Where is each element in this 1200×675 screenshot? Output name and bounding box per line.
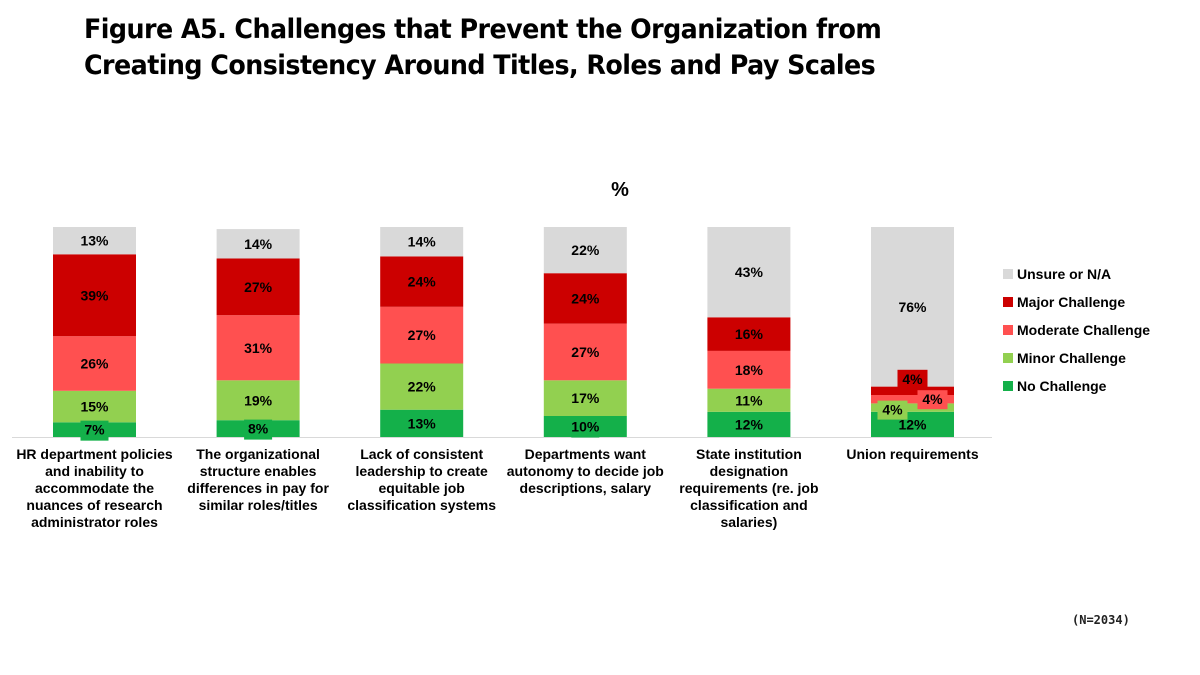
category-label: Departments want autonomy to decide job … xyxy=(506,446,664,496)
bar-group-5 xyxy=(707,227,791,437)
category-label: Lack of consistent leadership to create … xyxy=(347,446,496,513)
data-label: 76% xyxy=(898,299,927,315)
data-label: 19% xyxy=(244,392,273,408)
bar-segment-unsure-or-n-a xyxy=(53,227,136,255)
bar-segment-minor-challenge xyxy=(871,403,954,412)
data-label: 22% xyxy=(571,242,600,258)
data-label: 8% xyxy=(248,421,269,437)
chart-title-line-2: Creating Consistency Around Titles, Role… xyxy=(84,50,876,81)
data-label: 24% xyxy=(408,274,437,290)
data-label: 27% xyxy=(244,279,273,295)
data-label: 26% xyxy=(80,356,109,372)
bar-segment-major-challenge xyxy=(53,254,136,337)
bar-segment-major-challenge xyxy=(543,273,627,324)
bar-segment-moderate-challenge xyxy=(53,336,136,391)
data-label-background xyxy=(244,419,273,440)
bar-segment-major-challenge xyxy=(380,256,464,307)
bar-segment-moderate-challenge xyxy=(543,323,627,381)
category-label: Union requirements xyxy=(846,446,979,462)
data-label: 18% xyxy=(735,362,764,378)
legend-label: Minor Challenge xyxy=(1017,350,1126,366)
bar-segment-minor-challenge xyxy=(707,388,791,412)
bar-segment-moderate-challenge xyxy=(216,315,300,381)
data-label: 27% xyxy=(571,344,600,360)
data-label-background xyxy=(877,400,908,420)
category-label: HR department policies and inability to … xyxy=(16,446,173,530)
data-label: 11% xyxy=(735,392,763,408)
data-label: 4% xyxy=(902,371,923,387)
bar-group-2 xyxy=(216,229,300,437)
data-label: 15% xyxy=(80,399,109,415)
bar-group-1 xyxy=(53,227,136,437)
data-label: 27% xyxy=(408,327,437,343)
data-label: 22% xyxy=(408,379,437,395)
bar-group-3 xyxy=(380,227,464,437)
data-label: 14% xyxy=(244,236,273,252)
bar-segment-no-challenge xyxy=(707,411,791,437)
bar-segment-minor-challenge xyxy=(543,380,627,416)
data-label: 43% xyxy=(735,264,764,280)
legend-swatch xyxy=(1003,269,1013,279)
bar-segment-major-challenge xyxy=(871,386,954,395)
bar-segment-major-challenge xyxy=(216,258,300,316)
legend-swatch xyxy=(1003,325,1013,335)
category-label: State institution designation requiremen… xyxy=(679,446,819,530)
legend-swatch xyxy=(1003,297,1013,307)
data-label: 12% xyxy=(898,416,927,432)
data-label: 39% xyxy=(80,287,109,303)
data-label: 17% xyxy=(571,390,600,406)
data-label-background xyxy=(571,417,600,438)
legend-item-unsure-or-n-a: Unsure or N/A xyxy=(1003,260,1150,288)
legend-item-major-challenge: Major Challenge xyxy=(1003,288,1150,316)
bar-segment-unsure-or-n-a xyxy=(380,227,464,257)
bar-segment-no-challenge xyxy=(380,409,464,437)
legend-item-moderate-challenge: Moderate Challenge xyxy=(1003,316,1150,344)
data-label: 10% xyxy=(571,419,600,435)
data-label-background xyxy=(917,390,948,410)
data-label: 14% xyxy=(408,234,437,250)
legend-label: Moderate Challenge xyxy=(1017,322,1151,338)
bar-segment-unsure-or-n-a xyxy=(707,227,791,318)
bar-segment-moderate-challenge xyxy=(380,306,464,364)
bar-segment-major-challenge xyxy=(707,317,791,351)
sample-size-footnote: (N=2034) xyxy=(1072,613,1130,627)
data-label: 12% xyxy=(735,416,764,432)
legend-swatch xyxy=(1003,353,1013,363)
bar-group-6 xyxy=(871,227,954,437)
bar-segment-minor-challenge xyxy=(216,380,300,421)
legend-label: No Challenge xyxy=(1017,378,1107,394)
category-label: The organizational structure enables dif… xyxy=(187,446,329,513)
bar-segment-moderate-challenge xyxy=(871,395,954,404)
legend-swatch xyxy=(1003,381,1013,391)
unit-label: % xyxy=(611,179,629,201)
bar-segment-unsure-or-n-a xyxy=(543,227,627,274)
data-label: 7% xyxy=(84,422,105,438)
data-label: 4% xyxy=(882,402,903,418)
data-label: 4% xyxy=(922,391,943,407)
legend-label: Major Challenge xyxy=(1017,294,1126,310)
data-label: 13% xyxy=(80,233,109,249)
legend: Unsure or N/A Major Challenge Moderate Cha… xyxy=(1003,260,1150,400)
data-label-background xyxy=(80,420,109,441)
legend-item-no-challenge: No Challenge xyxy=(1003,372,1150,400)
bar-segment-unsure-or-n-a xyxy=(216,229,300,259)
bar-group-4 xyxy=(543,227,627,437)
chart-title-line-1: Figure A5. Challenges that Prevent the O… xyxy=(84,14,882,45)
bar-segment-unsure-or-n-a xyxy=(871,227,954,387)
bar-segment-moderate-challenge xyxy=(707,350,791,389)
legend-label: Unsure or N/A xyxy=(1017,266,1112,282)
chart-title: Figure A5. Challenges that Prevent the O… xyxy=(84,12,986,84)
bar-segment-minor-challenge xyxy=(53,390,136,423)
legend-item-minor-challenge: Minor Challenge xyxy=(1003,344,1150,372)
data-label-background xyxy=(897,369,928,389)
bar-segment-minor-challenge xyxy=(380,363,464,410)
data-label: 31% xyxy=(244,340,273,356)
data-label: 24% xyxy=(571,290,600,306)
data-label: 13% xyxy=(408,415,437,431)
data-label: 16% xyxy=(735,326,764,342)
